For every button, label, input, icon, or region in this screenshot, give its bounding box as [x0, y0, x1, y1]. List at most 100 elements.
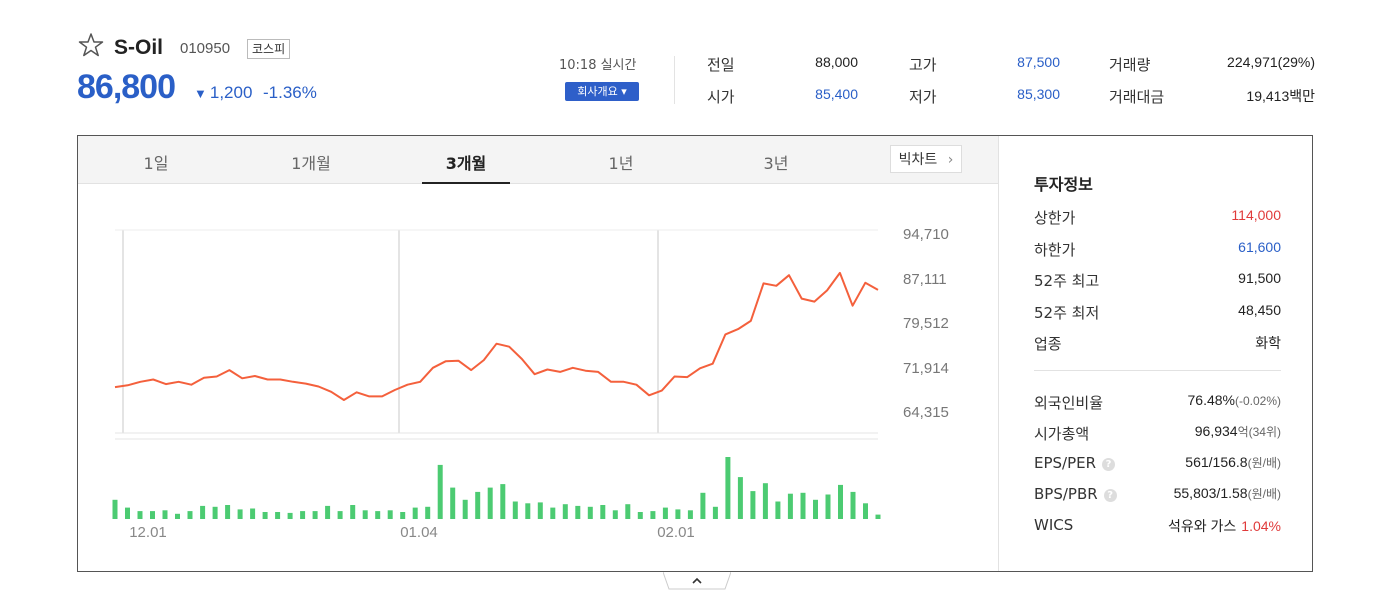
bps-pbr-label-text: BPS/PBR [1034, 485, 1098, 503]
volume-bar [537, 502, 543, 519]
price-change-value: 1,200 [209, 83, 253, 102]
bps-pbr-value-text: 55,803/1.58 [1173, 485, 1248, 501]
volume-bar [775, 501, 781, 519]
volume-bar [650, 511, 656, 519]
wics-value-text: 석유와 가스 [1168, 518, 1237, 534]
prev-close-value: 88,000 [815, 54, 858, 70]
volume-bar [687, 510, 693, 519]
volume-bar [137, 511, 143, 519]
tab-1year[interactable]: 1년 [608, 154, 634, 173]
volume-bar [450, 487, 456, 519]
volume-bar [850, 491, 856, 519]
trade-amount-label: 거래대금 [1109, 88, 1165, 106]
market-cap-sub: 억(34위) [1237, 425, 1281, 439]
volume-bar [462, 499, 468, 519]
current-price: 86,800 [77, 68, 176, 106]
foreign-ratio-value-text: 76.48% [1187, 392, 1235, 408]
lower-limit-value: 61,600 [1238, 238, 1281, 255]
high-label: 고가 [909, 56, 937, 74]
wics-label: WICS [1034, 516, 1073, 534]
volume-bar [375, 511, 381, 519]
volume-bar [787, 493, 793, 519]
eps-per-label-text: EPS/PER [1034, 454, 1097, 472]
stock-code: 010950 [180, 40, 231, 57]
volume-bar [187, 511, 193, 519]
prev-close-label: 전일 [707, 56, 735, 74]
volume-bar [825, 494, 831, 519]
tab-1day[interactable]: 1일 [143, 154, 169, 173]
volume-bar [212, 506, 218, 519]
volume-bar [587, 506, 593, 519]
chevron-right-icon: › [947, 152, 954, 168]
industry-value: 화학 [1255, 335, 1281, 351]
price-change: ▼ 1,200 [194, 83, 252, 103]
chart-panel [77, 135, 1313, 572]
volume-bar [863, 503, 868, 519]
volume-bar [325, 505, 331, 519]
market-cap-value-text: 96,934 [1194, 423, 1238, 439]
y-tick-label: 71,914 [903, 360, 949, 377]
volume-bar [200, 505, 206, 519]
volume-bar [800, 492, 806, 519]
volume-bar [237, 509, 243, 519]
volume-bar [575, 505, 581, 519]
open-label: 시가 [707, 88, 735, 106]
big-chart-button[interactable]: 빅차트 › [890, 145, 962, 173]
52w-low-label: 52주 최저 [1034, 303, 1100, 322]
industry-label: 업종 [1034, 335, 1062, 353]
divider [674, 56, 675, 104]
volume-bar [425, 506, 431, 519]
volume-bar [162, 510, 168, 519]
wics-change: 1.04% [1241, 518, 1281, 534]
bps-pbr-label: BPS/PBR? [1034, 485, 1117, 503]
x-tick-label: 02.01 [657, 524, 695, 541]
volume-bar [875, 514, 881, 519]
wics-value: 석유와 가스 1.04% [1168, 516, 1281, 536]
volume-bar [725, 457, 731, 519]
price-line [114, 271, 879, 401]
volume-bar [762, 483, 768, 519]
tab-3months[interactable]: 3개월 [445, 154, 487, 173]
upper-limit-value: 114,000 [1231, 207, 1281, 223]
volume-bar [562, 504, 568, 519]
open-value: 85,400 [815, 86, 858, 102]
volume-bar [125, 507, 130, 519]
trade-amount-value: 19,413백만 [1246, 88, 1315, 104]
tab-3years[interactable]: 3년 [763, 154, 789, 173]
volume-bar [838, 484, 843, 519]
active-tab-indicator [422, 182, 510, 184]
volume-bar [737, 477, 743, 519]
volume-bar [525, 503, 531, 519]
realtime-time: 10:18 실시간 [559, 58, 637, 73]
help-icon[interactable]: ? [1103, 489, 1117, 502]
market-cap-label-text: 시가총액 [1034, 425, 1090, 443]
favorite-star-icon[interactable] [78, 32, 104, 58]
price-chart: 94,710 87,111 79,512 71,914 64,315 12.01 01.0… [112, 226, 949, 541]
volume-bar [300, 511, 306, 519]
52w-high-label: 52주 최고 [1034, 272, 1100, 290]
foreign-ratio-value: 76.48%(-0.02%) [1188, 392, 1282, 408]
volume-bar [312, 511, 318, 519]
high-value: 87,500 [1017, 54, 1060, 70]
volume-bar [350, 505, 356, 519]
panel-divider [998, 136, 999, 571]
volume-bar [750, 491, 756, 519]
low-label: 저가 [909, 88, 937, 106]
volume-bar [487, 487, 493, 519]
volume-bar [412, 507, 418, 519]
volume-bar [512, 501, 518, 519]
eps-per-value: 561/156.8(원/배) [1185, 454, 1281, 471]
volume-bar [362, 510, 368, 519]
help-icon[interactable]: ? [1102, 458, 1116, 471]
eps-per-value-text: 561/156.8 [1185, 454, 1248, 470]
volume-bar [662, 507, 668, 519]
upper-limit-label: 상한가 [1034, 209, 1076, 227]
foreign-ratio-sub: (-0.02%) [1234, 394, 1281, 408]
tab-1month[interactable]: 1개월 [291, 154, 331, 173]
x-tick-label: 01.04 [400, 524, 438, 541]
y-tick-label: 94,710 [903, 226, 949, 243]
down-triangle-icon: ▼ [194, 86, 207, 101]
volume-bar [225, 505, 231, 519]
company-overview-button[interactable]: 회사개요 ▾ [565, 82, 639, 101]
collapse-toggle[interactable] [663, 572, 731, 590]
